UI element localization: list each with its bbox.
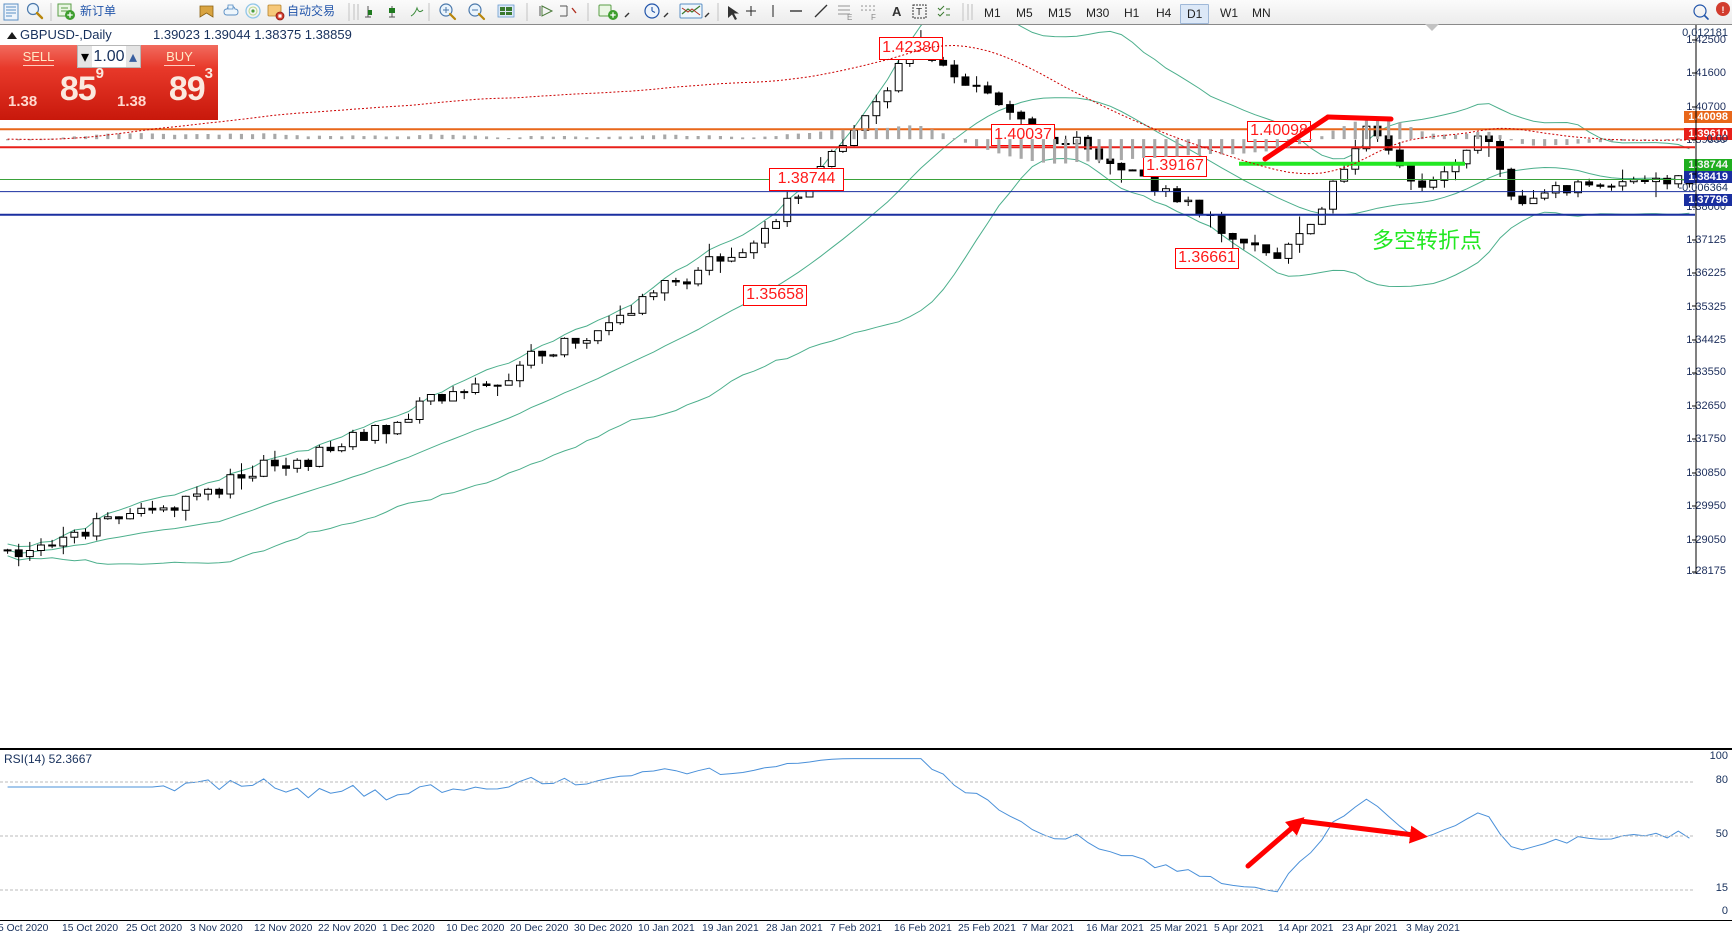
svg-text:!: !	[1722, 5, 1725, 15]
